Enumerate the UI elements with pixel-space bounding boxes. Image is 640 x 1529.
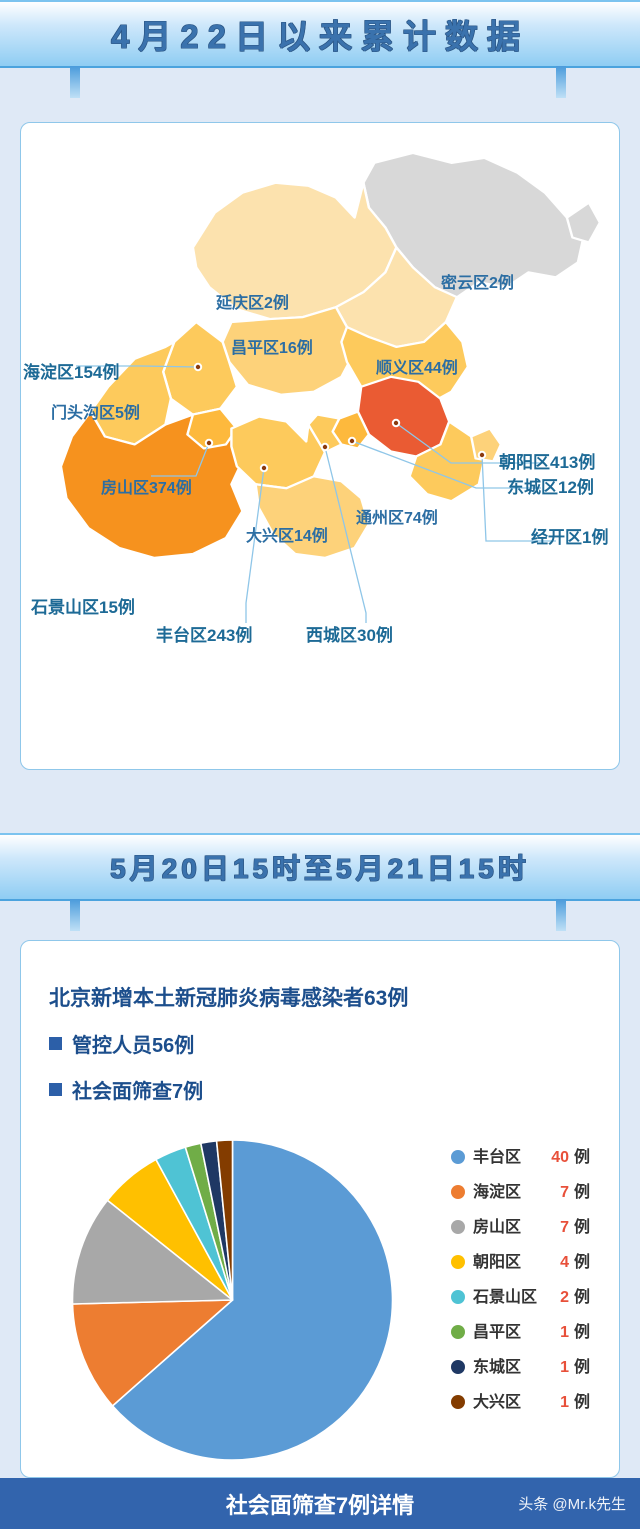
svg-text:大兴区: 大兴区: [473, 1392, 521, 1411]
svg-text:2: 2: [560, 1289, 569, 1306]
svg-text:例: 例: [574, 1357, 590, 1376]
svg-text:昌平区: 昌平区: [473, 1323, 521, 1341]
svg-text:顺义区44例: 顺义区44例: [376, 358, 458, 377]
svg-text:1: 1: [560, 1324, 569, 1341]
svg-text:朝阳区: 朝阳区: [473, 1252, 521, 1271]
svg-text:石景山区15例: 石景山区15例: [30, 597, 135, 617]
svg-text:昌平区16例: 昌平区16例: [231, 338, 313, 357]
svg-text:例: 例: [574, 1252, 590, 1271]
svg-text:经开区1例: 经开区1例: [531, 527, 608, 547]
svg-text:西城区30例: 西城区30例: [306, 625, 393, 645]
svg-text:海淀区154例: 海淀区154例: [23, 362, 119, 382]
svg-text:通州区74例: 通州区74例: [356, 508, 438, 527]
svg-text:例: 例: [574, 1217, 590, 1236]
svg-text:例: 例: [574, 1182, 590, 1201]
svg-text:1: 1: [560, 1394, 569, 1411]
svg-text:房山区: 房山区: [473, 1217, 521, 1236]
svg-text:7: 7: [560, 1184, 569, 1201]
svg-text:密云区2例: 密云区2例: [440, 273, 514, 292]
svg-text:例: 例: [574, 1322, 590, 1341]
svg-text:丰台区243例: 丰台区243例: [156, 625, 252, 645]
svg-text:门头沟区5例: 门头沟区5例: [51, 403, 140, 422]
svg-text:大兴区14例: 大兴区14例: [246, 526, 328, 545]
svg-text:朝阳区413例: 朝阳区413例: [499, 452, 595, 472]
svg-text:东城区12例: 东城区12例: [507, 477, 594, 497]
svg-text:石景山区: 石景山区: [472, 1288, 537, 1306]
svg-text:延庆区2例: 延庆区2例: [215, 293, 289, 312]
svg-text:4: 4: [560, 1254, 569, 1271]
svg-text:1: 1: [560, 1359, 569, 1376]
svg-text:东城区: 东城区: [473, 1357, 521, 1376]
svg-text:7: 7: [560, 1219, 569, 1236]
svg-text:海淀区: 海淀区: [473, 1182, 521, 1201]
svg-text:40: 40: [551, 1149, 569, 1166]
svg-text:丰台区: 丰台区: [473, 1147, 521, 1166]
svg-text:例: 例: [574, 1392, 590, 1411]
svg-text:例: 例: [574, 1147, 590, 1166]
svg-text:例: 例: [574, 1287, 590, 1306]
svg-text:房山区374例: 房山区374例: [101, 478, 192, 497]
